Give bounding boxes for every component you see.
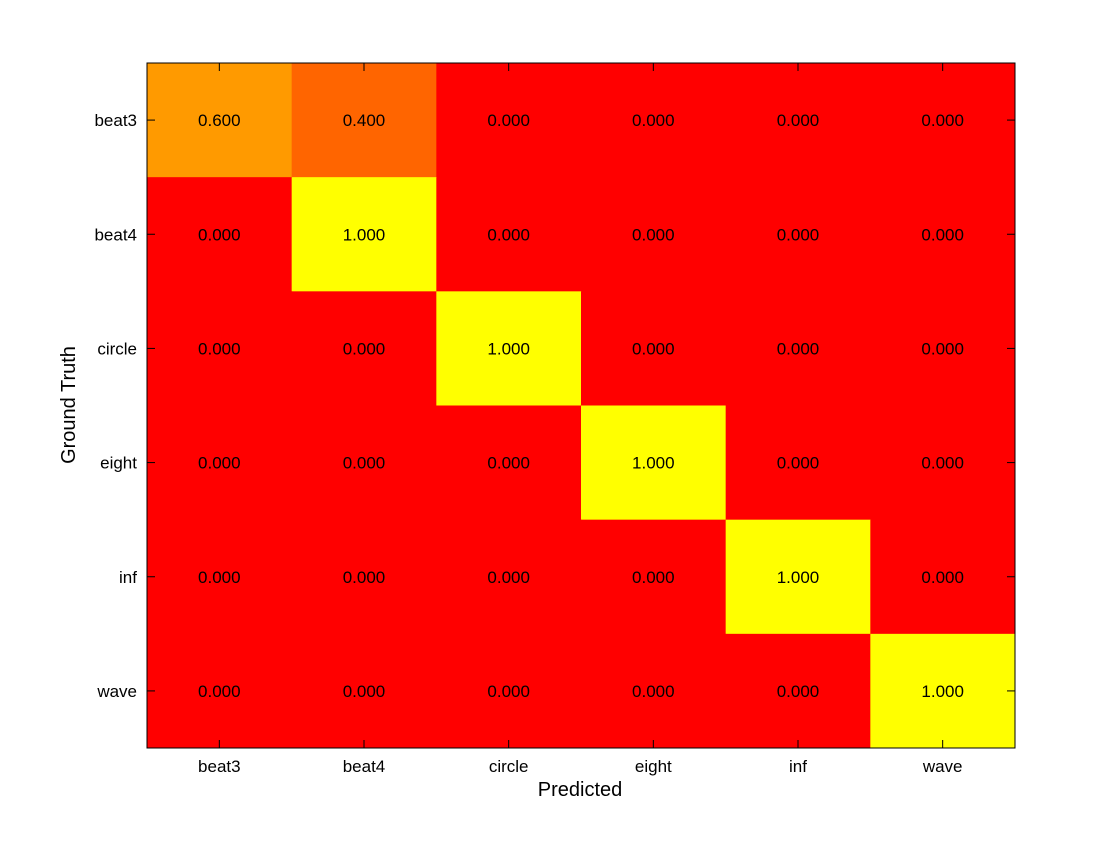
heatmap-cell-circle-beat4 — [291, 291, 437, 406]
cell-value-label: 0.000 — [777, 454, 820, 473]
cell-value-label: 0.000 — [777, 339, 820, 358]
cell-value-label: 0.000 — [198, 225, 241, 244]
heatmap-cell-beat4-circle — [436, 177, 582, 292]
cell-value-label: 0.000 — [487, 225, 530, 244]
y-tick-label-eight: eight — [100, 454, 137, 473]
cell-value-labels: 0.600 0.400 0.000 0.000 0.000 0.000 0.000 1.000… — [198, 111, 964, 701]
cell-value-label: 1.000 — [921, 682, 964, 701]
y-tick-label-beat3: beat3 — [94, 111, 137, 130]
heatmap-cell-wave-beat3 — [147, 633, 293, 749]
cell-value-label: 0.600 — [198, 111, 241, 130]
cell-value-label: 0.000 — [487, 454, 530, 473]
x-axis-label: Predicted — [538, 779, 623, 801]
heatmap-cell-eight-inf — [725, 405, 871, 521]
heatmap-cell-beat3-circle — [436, 63, 582, 178]
x-tick-label-beat4: beat4 — [343, 757, 386, 776]
cell-value-label: 0.000 — [198, 454, 241, 473]
heatmap-cell-beat4-wave — [870, 177, 1016, 292]
heatmap-cell-inf-circle — [436, 519, 582, 635]
heatmap-cell-beat4-inf — [725, 177, 871, 292]
heatmap-cell-circle-beat3 — [147, 291, 293, 406]
cell-value-label: 0.000 — [632, 111, 675, 130]
heatmap-cell-beat3-eight — [581, 63, 727, 178]
cell-value-label: 0.000 — [632, 225, 675, 244]
heatmap-cell-inf-wave — [870, 519, 1016, 635]
heatmap-cells — [147, 63, 1016, 749]
y-tick-label-circle: circle — [97, 339, 137, 358]
axis-ticks — [147, 63, 1015, 748]
heatmap-cell-wave-wave — [870, 633, 1016, 749]
heatmap-cell-wave-circle — [436, 633, 582, 749]
heatmap-cell-inf-eight — [581, 519, 727, 635]
heatmap-cell-wave-eight — [581, 633, 727, 749]
cell-value-label: 0.000 — [921, 568, 964, 587]
x-tick-label-beat3: beat3 — [198, 757, 241, 776]
heatmap-cell-beat3-wave — [870, 63, 1016, 178]
cell-value-label: 0.000 — [198, 339, 241, 358]
x-tick-label-eight: eight — [635, 757, 672, 776]
x-tick-label-circle: circle — [489, 757, 529, 776]
cell-value-label: 1.000 — [777, 568, 820, 587]
x-axis-tick-labels: beat3 beat4 circle eight inf wave — [198, 757, 962, 776]
heatmap-cell-eight-eight — [581, 405, 727, 521]
heatmap-cell-beat3-inf — [725, 63, 871, 178]
heatmap-cell-beat3-beat3 — [147, 63, 293, 178]
heatmap-cell-circle-wave — [870, 291, 1016, 406]
cell-value-label: 0.000 — [198, 682, 241, 701]
heatmap-cell-beat4-beat4 — [291, 177, 437, 292]
cell-value-label: 0.000 — [487, 111, 530, 130]
cell-value-label: 0.000 — [921, 339, 964, 358]
heatmap-cell-beat4-beat3 — [147, 177, 293, 292]
cell-value-label: 0.000 — [921, 454, 964, 473]
x-tick-label-inf: inf — [789, 757, 807, 776]
cell-value-label: 0.000 — [777, 682, 820, 701]
cell-value-label: 0.000 — [777, 111, 820, 130]
heatmap-cell-inf-beat4 — [291, 519, 437, 635]
cell-value-label: 0.000 — [487, 682, 530, 701]
cell-value-label: 0.000 — [777, 225, 820, 244]
heatmap-cell-eight-circle — [436, 405, 582, 521]
cell-value-label: 0.000 — [632, 339, 675, 358]
cell-value-label: 0.000 — [343, 682, 386, 701]
cell-value-label: 0.000 — [487, 568, 530, 587]
cell-value-label: 0.000 — [343, 454, 386, 473]
heatmap-cell-eight-beat3 — [147, 405, 293, 521]
cell-value-label: 0.000 — [921, 225, 964, 244]
heatmap-cell-eight-beat4 — [291, 405, 437, 521]
heatmap-cell-wave-inf — [725, 633, 871, 749]
heatmap-cell-beat3-beat4 — [291, 63, 437, 178]
cell-value-label: 0.000 — [921, 111, 964, 130]
heatmap-cell-eight-wave — [870, 405, 1016, 521]
cell-value-label: 0.000 — [632, 568, 675, 587]
cell-value-label: 0.000 — [198, 568, 241, 587]
x-tick-label-wave: wave — [922, 757, 963, 776]
heatmap-cell-beat4-eight — [581, 177, 727, 292]
y-tick-label-wave: wave — [96, 682, 137, 701]
heatmap-cell-circle-circle — [436, 291, 582, 406]
heatmap-cell-wave-beat4 — [291, 633, 437, 749]
y-axis-label: Ground Truth — [58, 346, 80, 464]
cell-value-label: 1.000 — [343, 225, 386, 244]
cell-value-label: 0.000 — [632, 682, 675, 701]
y-axis-tick-labels: beat3 beat4 circle eight inf wave — [94, 111, 137, 701]
heatmap-cell-circle-inf — [725, 291, 871, 406]
cell-value-label: 1.000 — [632, 454, 675, 473]
heatmap-cell-inf-inf — [725, 519, 871, 635]
cell-value-label: 1.000 — [487, 339, 530, 358]
heatmap-cell-circle-eight — [581, 291, 727, 406]
cell-value-label: 0.000 — [343, 339, 386, 358]
heatmap-cell-inf-beat3 — [147, 519, 293, 635]
cell-value-label: 0.400 — [343, 111, 386, 130]
cell-value-label: 0.000 — [343, 568, 386, 587]
y-tick-label-beat4: beat4 — [94, 225, 137, 244]
plot-area-frame — [146, 62, 1016, 749]
y-tick-label-inf: inf — [119, 568, 137, 587]
